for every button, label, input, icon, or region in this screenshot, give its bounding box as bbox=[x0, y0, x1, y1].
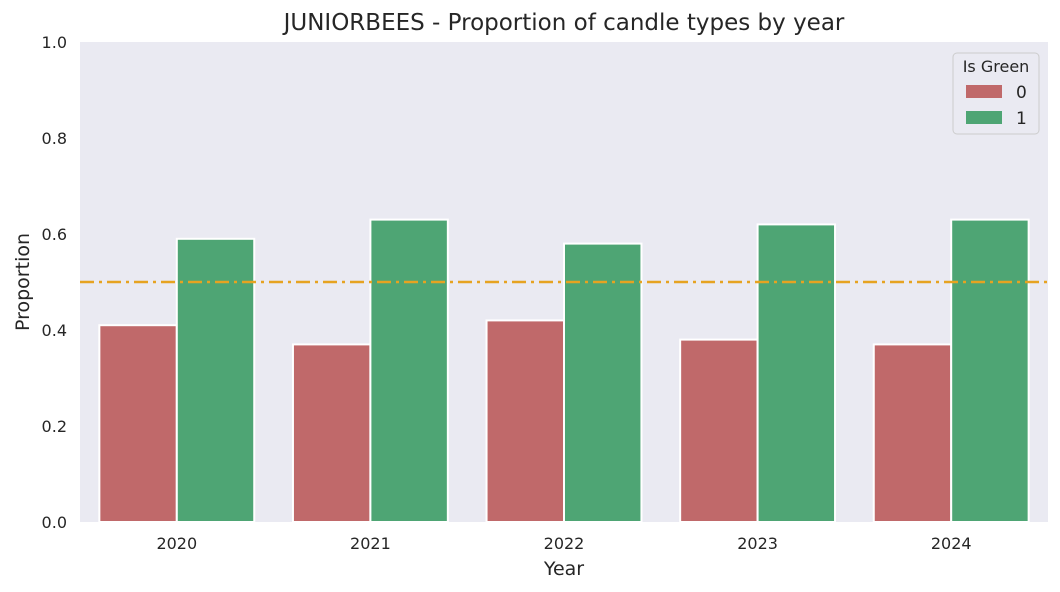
y-tick-label: 0.6 bbox=[42, 225, 67, 244]
y-tick-label: 0.0 bbox=[42, 513, 67, 532]
legend-title: Is Green bbox=[963, 57, 1030, 76]
bar-series-0-2021 bbox=[291, 343, 372, 523]
bar-series-1-2021 bbox=[369, 218, 449, 523]
chart-title: JUNIORBEES - Proportion of candle types … bbox=[282, 10, 845, 36]
legend: Is Green 0 1 bbox=[952, 52, 1040, 135]
y-tick-label: 1.0 bbox=[42, 33, 67, 52]
x-tick-label: 2021 bbox=[350, 534, 391, 553]
y-tick-label: 0.2 bbox=[42, 417, 67, 436]
legend-label-1: 1 bbox=[1016, 109, 1027, 129]
bar-series-0-2023 bbox=[679, 338, 759, 523]
bar-series-1-2023 bbox=[756, 223, 837, 523]
x-axis-label: Year bbox=[543, 558, 584, 580]
bar-series-0-2020 bbox=[98, 324, 178, 524]
y-tick-label: 0.4 bbox=[42, 321, 67, 340]
bar-series-0-2024 bbox=[872, 343, 953, 523]
y-tick-label: 0.8 bbox=[42, 129, 67, 148]
x-tick-label: 2024 bbox=[931, 534, 972, 553]
y-axis-label: Proportion bbox=[12, 233, 34, 331]
x-tick-label: 2023 bbox=[737, 534, 778, 553]
x-tick-label: 2022 bbox=[544, 534, 585, 553]
legend-swatch-1 bbox=[966, 111, 1002, 124]
bar-series-0-2022 bbox=[485, 319, 565, 523]
bar-series-1-2024 bbox=[950, 218, 1030, 523]
legend-swatch-0 bbox=[966, 85, 1002, 98]
x-tick-label: 2020 bbox=[156, 534, 197, 553]
bar-series-1-2020 bbox=[175, 237, 256, 524]
bar-series-1-2022 bbox=[563, 242, 643, 523]
legend-label-0: 0 bbox=[1016, 83, 1027, 103]
